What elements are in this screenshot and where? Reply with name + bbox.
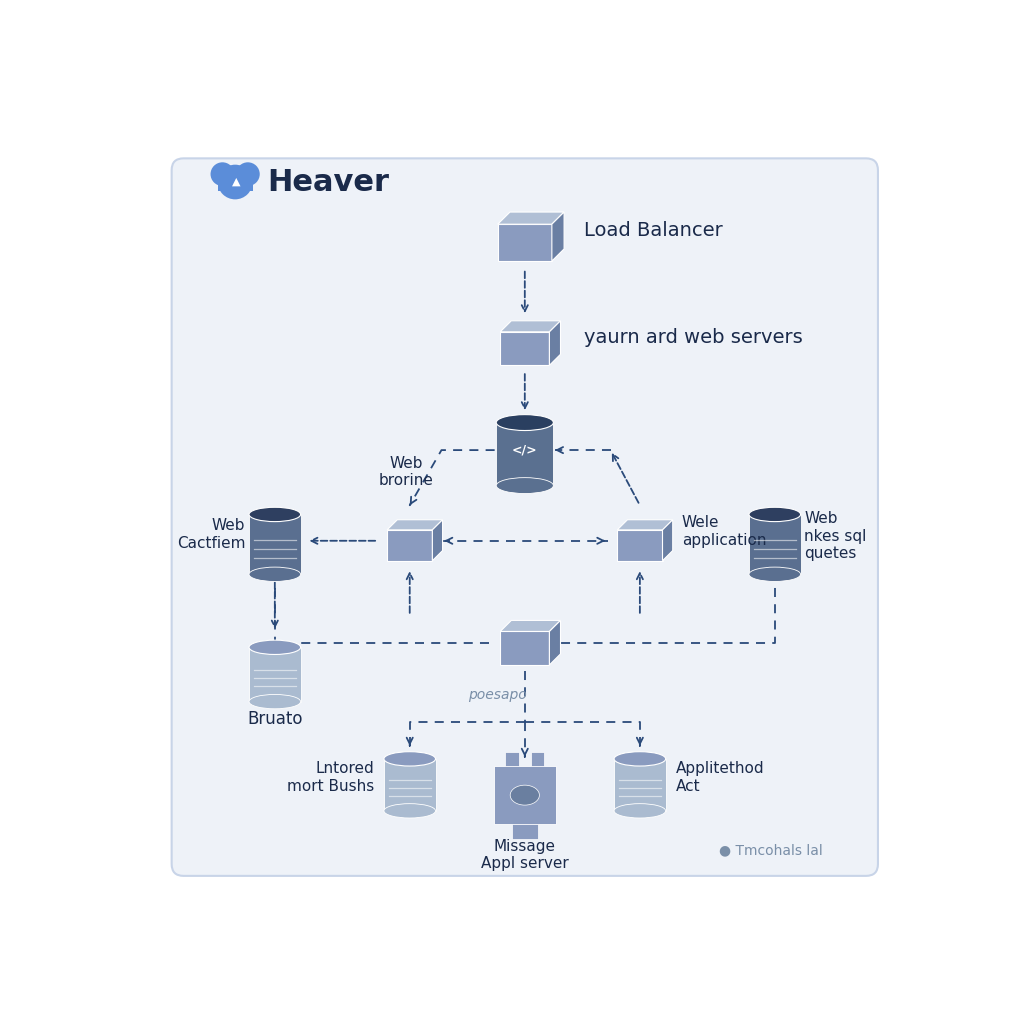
Polygon shape — [506, 752, 518, 766]
Text: Applitethod
Act: Applitethod Act — [676, 761, 764, 794]
Polygon shape — [494, 766, 556, 824]
Ellipse shape — [249, 507, 301, 521]
Text: Lntored
mort Bushs: Lntored mort Bushs — [287, 761, 374, 794]
Polygon shape — [497, 423, 553, 485]
Polygon shape — [614, 759, 666, 811]
Ellipse shape — [510, 785, 540, 805]
Ellipse shape — [614, 804, 666, 818]
FancyBboxPatch shape — [172, 159, 878, 876]
Ellipse shape — [249, 640, 301, 654]
Polygon shape — [384, 759, 435, 811]
Text: Web
nkes sql
quetes: Web nkes sql quetes — [804, 511, 866, 561]
Circle shape — [211, 162, 234, 186]
Ellipse shape — [384, 804, 435, 818]
Polygon shape — [387, 520, 442, 529]
Text: ▲: ▲ — [231, 176, 241, 186]
Text: Missage
Appl server: Missage Appl server — [481, 839, 568, 871]
Polygon shape — [552, 212, 564, 261]
Circle shape — [218, 165, 253, 200]
Polygon shape — [500, 321, 560, 332]
Polygon shape — [617, 520, 673, 529]
Text: Web
brorine: Web brorine — [378, 456, 433, 488]
Ellipse shape — [249, 567, 301, 582]
Polygon shape — [617, 529, 663, 561]
Polygon shape — [531, 752, 544, 766]
Text: Heaver: Heaver — [267, 168, 389, 197]
Polygon shape — [550, 621, 560, 665]
Polygon shape — [498, 224, 552, 261]
Polygon shape — [498, 212, 564, 224]
Polygon shape — [432, 520, 442, 561]
Ellipse shape — [614, 752, 666, 766]
Text: Load Balancer: Load Balancer — [585, 221, 723, 241]
Polygon shape — [218, 176, 253, 191]
Polygon shape — [249, 647, 301, 701]
Text: </>: </> — [512, 443, 538, 457]
Ellipse shape — [749, 507, 801, 521]
Polygon shape — [663, 520, 673, 561]
Text: Wele
application: Wele application — [682, 515, 766, 548]
Polygon shape — [500, 332, 550, 366]
Polygon shape — [500, 621, 560, 632]
Polygon shape — [387, 529, 432, 561]
Ellipse shape — [384, 752, 435, 766]
Text: yaurn ard web servers: yaurn ard web servers — [585, 328, 803, 347]
Polygon shape — [749, 514, 801, 574]
Polygon shape — [512, 824, 538, 839]
Text: poesapo: poesapo — [468, 687, 526, 701]
Text: ● Tmcohals lal: ● Tmcohals lal — [719, 843, 822, 857]
Polygon shape — [249, 514, 301, 574]
Polygon shape — [550, 321, 560, 366]
Ellipse shape — [497, 415, 553, 430]
Ellipse shape — [249, 694, 301, 709]
Ellipse shape — [497, 477, 553, 494]
Ellipse shape — [749, 567, 801, 582]
Polygon shape — [500, 632, 550, 665]
Text: Bruato: Bruato — [247, 711, 302, 728]
Circle shape — [236, 162, 260, 186]
Text: Web
Cactfiem: Web Cactfiem — [177, 518, 246, 551]
